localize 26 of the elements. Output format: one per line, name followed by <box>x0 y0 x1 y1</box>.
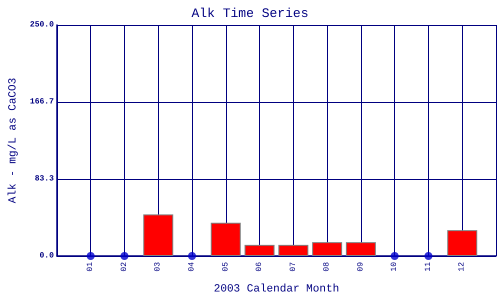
x-tick-label: 02 <box>120 262 129 272</box>
x-tick-label: 03 <box>154 262 163 272</box>
bar <box>346 242 376 256</box>
x-tick-label: 10 <box>390 262 400 272</box>
bar <box>447 230 478 256</box>
x-tick-label: 12 <box>458 262 467 272</box>
bar <box>312 242 342 256</box>
x-tick-label: 06 <box>255 262 264 272</box>
x-tick-label: 01 <box>86 262 96 272</box>
y-tick-label: 250.0 <box>30 20 54 30</box>
x-tick-label: 05 <box>221 262 230 272</box>
bar <box>210 222 241 256</box>
chart-title: Alk Time Series <box>191 6 309 21</box>
y-tick-label: 0.0 <box>40 252 54 260</box>
x-tick-label: 07 <box>288 262 298 272</box>
y-axis-title: Alk - mg/L as CaCO3 <box>8 78 20 204</box>
x-tick-label: 11 <box>424 262 433 272</box>
y-tick-label: 166.7 <box>30 97 54 106</box>
x-tick-label: 04 <box>188 262 197 272</box>
x-axis-title: 2003 Calendar Month <box>214 284 340 296</box>
x-tick-label: 08 <box>322 262 332 272</box>
bar <box>143 214 174 256</box>
bar <box>278 244 308 256</box>
x-tick-label: 09 <box>356 262 366 272</box>
bar <box>244 244 275 256</box>
y-tick-label: 83.3 <box>34 174 54 184</box>
